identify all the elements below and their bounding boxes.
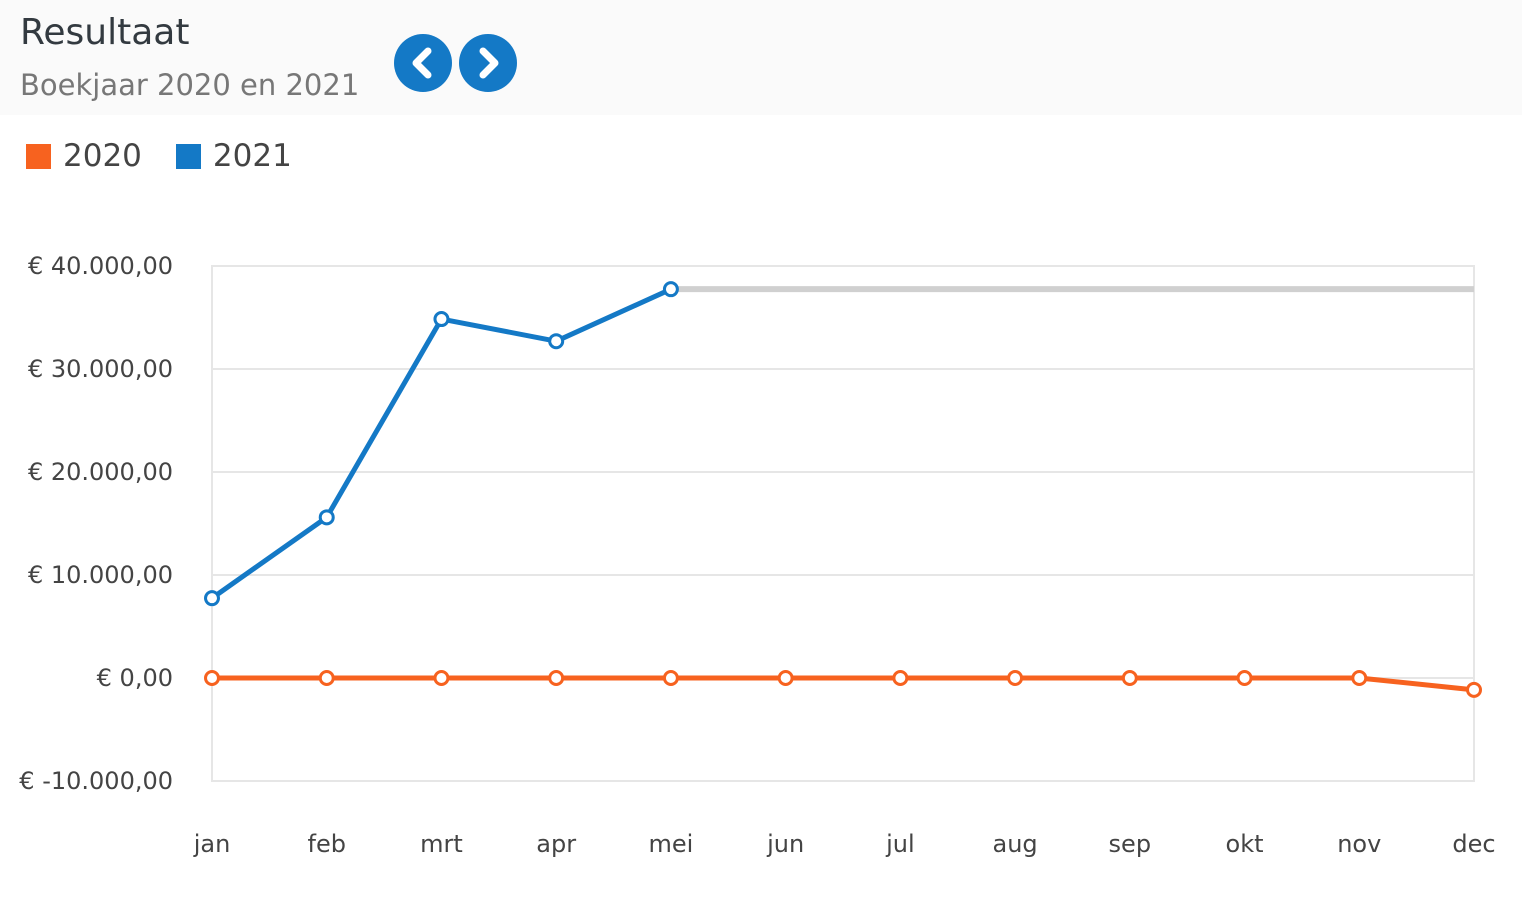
y-tick-label: € 0,00 [97, 664, 173, 692]
x-tick-label: nov [1337, 830, 1381, 858]
legend-item-2020[interactable]: 2020 [26, 138, 142, 174]
x-tick-label: mei [649, 830, 694, 858]
chevron-left-icon [412, 47, 432, 79]
data-point-2021 [318, 509, 335, 526]
data-point-2020 [204, 670, 220, 686]
x-tick-label: apr [536, 830, 576, 858]
series-line-2020 [212, 675, 1475, 693]
data-point-2021 [662, 281, 679, 298]
data-point-2020 [1351, 670, 1368, 686]
legend-label: 2021 [212, 138, 292, 174]
x-tick-label: dec [1452, 830, 1495, 858]
legend-swatch-2020 [26, 143, 51, 169]
legend-item-2021[interactable]: 2021 [175, 138, 292, 174]
x-tick-label: sep [1109, 830, 1152, 858]
chevron-right-icon [479, 47, 499, 79]
data-point-2021 [548, 333, 565, 350]
data-point-2020 [1007, 670, 1024, 686]
x-tick-label: mrt [420, 830, 463, 858]
series-line-2021 [210, 286, 672, 601]
x-tick-label: jul [885, 830, 915, 858]
plot-area [211, 265, 1475, 782]
data-point-2020 [1236, 670, 1253, 686]
data-point-2020 [433, 670, 450, 686]
chart-title: Resultaat [20, 12, 190, 53]
y-tick-label: € -10.000,00 [19, 767, 173, 795]
y-tick-label: € 40.000,00 [28, 252, 173, 280]
legend-swatch-2021 [175, 143, 201, 169]
data-point-2020 [548, 670, 565, 686]
x-tick-label: feb [308, 830, 346, 858]
y-tick-label: € 10.000,00 [28, 561, 173, 589]
chart-header: Resultaat Boekjaar 2020 en 2021 [0, 0, 1522, 115]
legend: 2020 2021 [26, 138, 292, 174]
data-point-2021 [433, 311, 450, 328]
chart-subtitle: Boekjaar 2020 en 2021 [20, 68, 360, 102]
x-tick-label: aug [993, 830, 1038, 858]
data-point-2020 [777, 670, 794, 686]
y-tick-label: € 30.000,00 [28, 355, 173, 383]
legend-label: 2020 [63, 138, 142, 174]
data-point-2020 [1466, 681, 1482, 698]
data-point-2020 [318, 670, 335, 686]
x-tick-label: jun [766, 830, 804, 858]
data-point-2020 [892, 670, 909, 686]
next-button[interactable] [459, 34, 517, 92]
data-point-2020 [1121, 670, 1138, 686]
data-point-2021 [204, 590, 220, 607]
x-tick-label: jan [193, 830, 231, 858]
data-point-2020 [662, 670, 679, 686]
y-tick-label: € 20.000,00 [28, 458, 173, 486]
previous-button[interactable] [394, 34, 452, 92]
x-tick-label: okt [1226, 830, 1264, 858]
